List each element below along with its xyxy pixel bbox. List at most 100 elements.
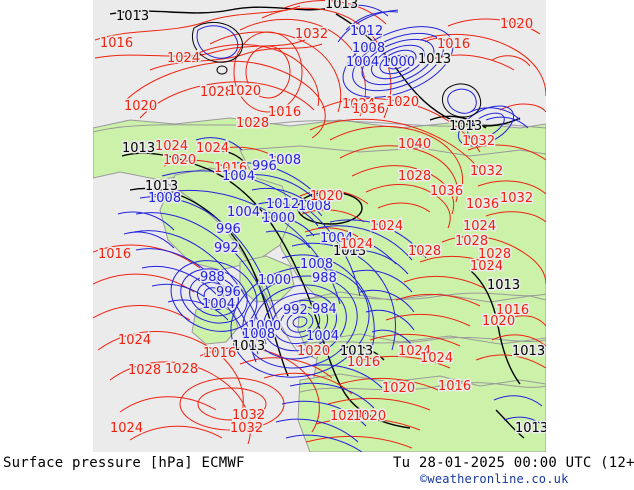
copyright-notice: ©weatheronline.co.uk — [420, 472, 569, 486]
contour-label: 1013 — [116, 9, 149, 24]
contour-label: 1016 — [437, 37, 470, 52]
contour-label: 1008 — [148, 191, 181, 206]
contour-label: 1024 — [155, 139, 188, 154]
contour-label: 1004 — [320, 231, 353, 246]
contour-label: 1028 — [408, 244, 441, 259]
contour-label: 1012 — [266, 197, 299, 212]
contour-label: 1013 — [340, 344, 373, 359]
contour-labels: 1013101310161016102410241020102010281028… — [97, 0, 548, 438]
contour-label: 1013 — [333, 244, 366, 259]
contour-label-halo: 1032 — [232, 408, 265, 423]
contour-label-halo: 1016 — [496, 303, 529, 318]
contour-label-halo: 1024 — [118, 333, 151, 348]
contour-label: 1024 — [167, 51, 200, 66]
land-scandinavia — [159, 167, 293, 271]
contour-label: 1000 — [262, 211, 295, 226]
isobars-low — [117, 4, 545, 452]
contour-label-halo: 1024 — [155, 139, 188, 154]
map-body: 1013101310161016102410241020102010281028… — [93, 0, 548, 452]
contour-label-halo: 1000 — [248, 319, 281, 334]
contour-label: 1024 — [340, 237, 373, 252]
pressure-map[interactable]: 1013 1013 1016 1016 1024 1024 1020 1020 1028 1028… — [0, 0, 634, 452]
contour-label-halo: 1024 — [340, 237, 373, 252]
contour-label: 1013 — [515, 421, 548, 436]
contour-label-halo: 1004 — [222, 169, 255, 184]
contour-label-halo: 1013 — [232, 339, 265, 354]
chart-valid-time: Tu 28-01-2025 00:00 UTC (12+108) — [393, 455, 634, 471]
contour-label-halo: 1036 — [352, 102, 385, 117]
contour-label: 1013 — [487, 278, 520, 293]
contour-label: 1008 — [242, 327, 275, 342]
contour-label-halo: 1013 — [515, 421, 548, 436]
contour-label-halo: 1024 — [463, 219, 496, 234]
contour-label: 1004 — [202, 297, 235, 312]
contour-label-halo: 992 — [214, 241, 239, 256]
contour-label: 1028 — [165, 362, 198, 377]
contour-label-halo: 1016 — [214, 161, 247, 176]
contour-label-halo: 1024 — [470, 259, 503, 274]
contour-label: 1013 — [122, 141, 155, 156]
contour-label: 1028 — [455, 234, 488, 249]
contour-label-halo: 1008 — [300, 257, 333, 272]
contour-label: 1013 — [232, 339, 265, 354]
contour-label: 1020 — [482, 314, 515, 329]
map-canvas[interactable]: 1013101310161016102410241020102010281028… — [0, 0, 634, 452]
contour-label-halo: 1028 — [478, 247, 511, 262]
chart-title: Surface pressure [hPa] ECMWF — [3, 455, 245, 471]
contour-label: 1024 — [196, 141, 229, 156]
contour-label: 992 — [214, 241, 239, 256]
contour-label-halo: 1004 — [346, 55, 379, 70]
contour-label: 1020 — [124, 99, 157, 114]
contour-label-halo: 1016 — [438, 379, 471, 394]
contour-label: 1020 — [500, 17, 533, 32]
contour-label: 1020 — [353, 409, 386, 424]
contour-label: 1028 — [478, 247, 511, 262]
contour-label: 1008 — [268, 153, 301, 168]
contour-label: 1020 — [382, 381, 415, 396]
contour-label-halo: 1028 — [236, 116, 269, 131]
contour-label: 1000 — [382, 55, 415, 70]
contour-label-halo: 1024 — [398, 344, 431, 359]
contour-label-halo: 992 — [283, 303, 308, 318]
inland-water — [196, 25, 477, 114]
contour-label: 1016 — [438, 379, 471, 394]
contour-label: 1008 — [300, 257, 333, 272]
contour-label: 1004 — [306, 329, 339, 344]
contour-label: 1028 — [236, 116, 269, 131]
